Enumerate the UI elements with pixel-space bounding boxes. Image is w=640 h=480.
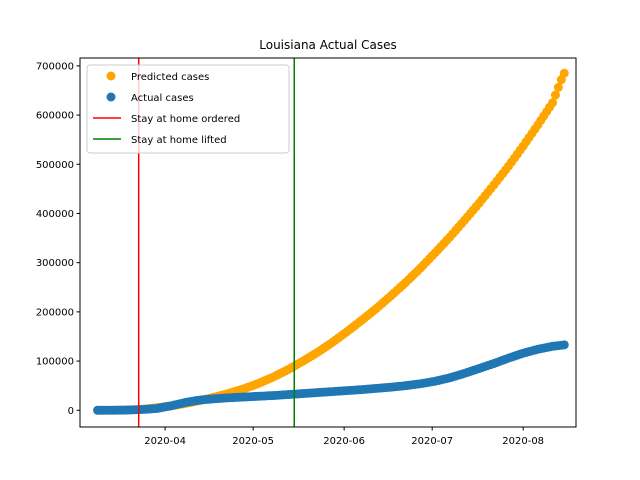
x-axis: 2020-04 2020-05 2020-06 2020-07 2020-08 [144, 427, 544, 447]
legend-label-ordered: Stay at home ordered [131, 114, 240, 125]
data-point [559, 340, 569, 350]
legend-marker-actual [106, 92, 116, 102]
y-tick-label: 500000 [36, 160, 74, 171]
x-tick-label: 2020-07 [411, 436, 453, 447]
x-tick-label: 2020-05 [232, 436, 274, 447]
x-tick-label: 2020-04 [144, 436, 186, 447]
y-tick-label: 200000 [36, 307, 74, 318]
y-tick-label: 700000 [36, 61, 74, 72]
data-point [550, 90, 560, 100]
y-tick-label: 600000 [36, 111, 74, 122]
plot-area [79, 57, 577, 428]
legend-marker-predicted [106, 71, 116, 81]
legend-label-predicted: Predicted cases [131, 72, 209, 83]
y-tick-label: 300000 [36, 258, 74, 269]
series-actual [93, 340, 569, 415]
x-tick-label: 2020-06 [323, 436, 365, 447]
legend-label-actual: Actual cases [131, 93, 194, 104]
y-tick-label: 400000 [36, 209, 74, 220]
data-point [553, 82, 563, 92]
y-tick-label: 100000 [36, 357, 74, 368]
x-tick-label: 2020-08 [502, 436, 544, 447]
data-point [559, 68, 569, 78]
legend-label-lifted: Stay at home lifted [131, 135, 227, 146]
y-tick-label: 0 [68, 406, 74, 417]
y-axis: 0 100000 200000 300000 400000 500000 600000 700… [36, 61, 80, 417]
chart-title: Louisiana Actual Cases [259, 38, 397, 52]
legend: Predicted cases Actual cases Stay at hom… [86, 64, 290, 154]
legend-box [86, 64, 290, 154]
data-point [548, 98, 558, 108]
axes-frame [79, 57, 577, 428]
